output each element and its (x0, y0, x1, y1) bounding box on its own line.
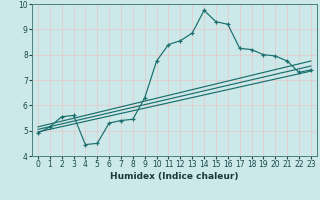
X-axis label: Humidex (Indice chaleur): Humidex (Indice chaleur) (110, 172, 239, 181)
